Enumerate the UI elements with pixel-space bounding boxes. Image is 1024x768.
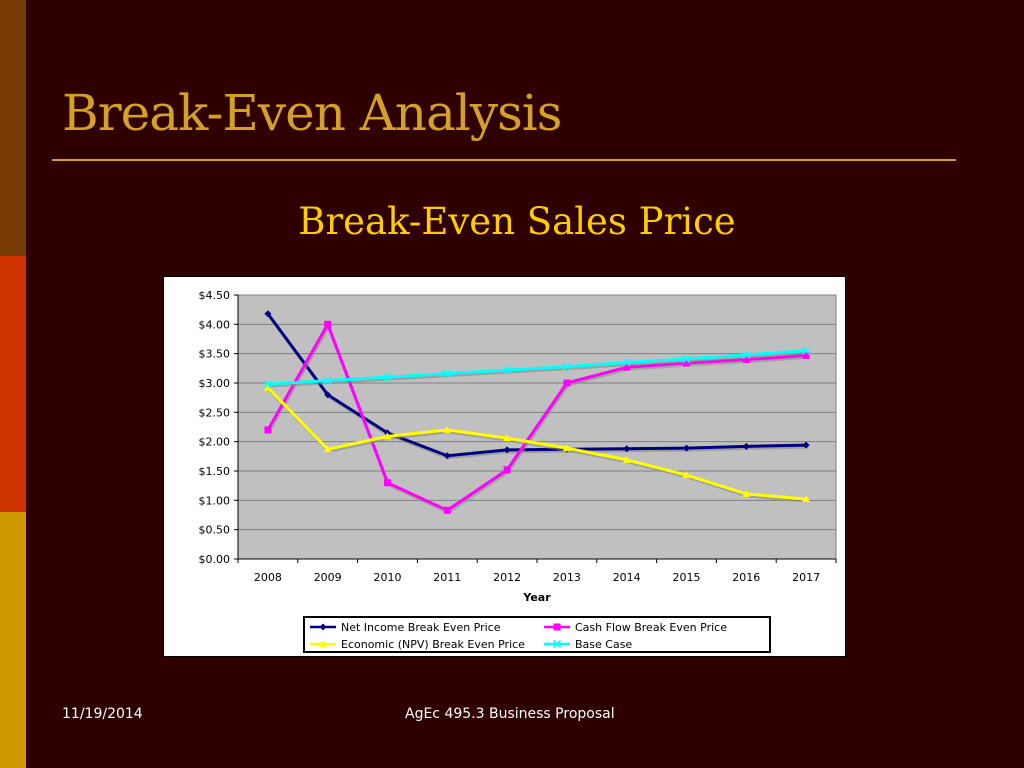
legend-label: Cash Flow Break Even Price (575, 621, 727, 634)
x-tick-label: 2015 (673, 571, 701, 584)
data-point (443, 369, 452, 378)
data-point (443, 425, 452, 433)
x-tick-label: 2017 (792, 571, 820, 584)
data-point (562, 362, 571, 371)
legend-marker (552, 639, 562, 649)
footer-date: 11/19/2014 (62, 706, 143, 722)
data-point (742, 350, 751, 359)
y-tick-label: $0.50 (199, 524, 231, 537)
data-point (324, 320, 332, 328)
x-tick-label: 2009 (314, 571, 342, 584)
data-point (682, 354, 691, 364)
data-point (323, 445, 332, 453)
legend-label: Net Income Break Even Price (341, 621, 501, 634)
footer-text: AgEc 495.3 Business Proposal (405, 706, 615, 722)
slide-title: Break-Even Analysis (62, 84, 562, 142)
legend-marker (319, 623, 327, 631)
data-point (263, 383, 272, 391)
data-point (742, 489, 751, 497)
chart-container: $0.00 $0.50 $1.00 $1.50 $2.00 $2.50 $3.00 $3.50… (163, 276, 846, 657)
legend-marker (319, 640, 327, 647)
data-point (682, 471, 691, 479)
data-point (742, 356, 750, 364)
y-tick-label: $4.00 (199, 318, 231, 331)
x-axis-label: Year (522, 591, 551, 604)
data-point (503, 466, 511, 474)
series-line (266, 312, 807, 458)
data-point (503, 434, 512, 442)
data-point (383, 373, 392, 382)
data-point (264, 426, 272, 434)
chart-title: Break-Even Sales Price (298, 200, 736, 243)
x-tick-label: 2011 (433, 571, 461, 584)
data-point (802, 351, 810, 359)
data-point (443, 452, 451, 460)
x-tick-label: 2013 (553, 571, 581, 584)
data-point (503, 366, 512, 375)
data-point (263, 380, 272, 389)
x-tick-label: 2010 (374, 571, 402, 584)
x-tick-label: 2016 (732, 571, 760, 584)
data-point (623, 363, 631, 371)
title-underline (52, 159, 956, 161)
data-point (622, 455, 631, 463)
accent-stripe-middle (0, 256, 26, 512)
data-point (623, 445, 631, 453)
data-point (562, 444, 571, 452)
legend-label: Base Case (575, 638, 632, 651)
legend-label: Economic (NPV) Break Even Price (341, 638, 525, 651)
y-tick-label: $1.50 (199, 465, 231, 478)
data-point (683, 444, 690, 452)
data-point (683, 359, 690, 367)
x-tick-label: 2008 (254, 571, 282, 584)
data-point (503, 446, 511, 454)
data-point (802, 495, 811, 503)
y-tick-label: $2.00 (199, 436, 231, 449)
y-tick-label: $3.50 (199, 348, 231, 361)
data-point (563, 379, 571, 387)
series-line (266, 322, 807, 512)
y-tick-label: $4.50 (199, 289, 231, 302)
y-tick-label: $2.50 (199, 406, 231, 419)
accent-stripe-top (0, 0, 26, 256)
data-point (622, 358, 631, 367)
data-point (384, 479, 391, 487)
series-line (267, 349, 807, 386)
data-point (443, 506, 451, 514)
series-shadow (267, 388, 808, 503)
data-point (324, 391, 332, 399)
data-point (323, 376, 332, 385)
accent-stripe-bottom (0, 512, 26, 768)
y-tick-label: $0.00 (199, 553, 231, 566)
y-tick-label: $1.00 (199, 494, 231, 507)
y-tick-label: $3.00 (199, 377, 231, 390)
line-chart: $0.00 $0.50 $1.00 $1.50 $2.00 $2.50 $3.00 $3.50… (199, 289, 837, 653)
data-point (264, 310, 272, 318)
x-tick-label: 2014 (613, 571, 641, 584)
x-tick-label: 2012 (493, 571, 521, 584)
data-point (383, 432, 392, 440)
data-point (802, 346, 811, 355)
data-point (802, 441, 810, 449)
data-point (742, 442, 750, 450)
series-shadow (268, 351, 808, 388)
legend (303, 616, 771, 653)
series-line (266, 386, 807, 501)
legend-marker (553, 623, 561, 631)
